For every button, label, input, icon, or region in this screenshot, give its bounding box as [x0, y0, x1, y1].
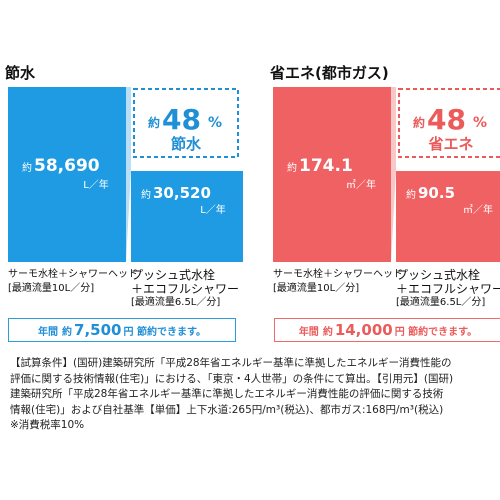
savings-percent-unit: % [473, 115, 487, 131]
category-line: [最適流量6.5L／分] [131, 297, 221, 308]
bar-label-approx: 約 [406, 188, 416, 201]
bar-push [131, 170, 243, 262]
bar-label-value: 30,520 [153, 184, 211, 202]
bar-label-value: 58,690 [34, 156, 100, 176]
gas-yearly-savings-box: 年間 約 14,000 円 節約できます。 [274, 318, 500, 342]
category-line: サーモ水栓＋シャワーヘッド [8, 269, 138, 280]
savings-wedge [391, 87, 396, 262]
category-label-conventional: サーモ水栓＋シャワーヘッド [最適流量10L／分] [8, 268, 138, 296]
summary-amount: 14,000 [334, 321, 393, 339]
savings-percent-unit: % [208, 115, 222, 131]
category-line: [最適流量6.5L／分] [396, 297, 486, 308]
savings-text: 節水 [171, 135, 202, 153]
panel-title: 省エネ(都市ガス) [270, 64, 389, 82]
category-line: プッシュ式水栓 [396, 268, 481, 282]
summary-suffix: 円 節約できます。 [123, 326, 206, 338]
category-line: ＋エコフルシャワー [396, 282, 500, 296]
bar-label-unit: L／年 [83, 178, 109, 191]
bar-label-unit: ㎥／年 [463, 203, 493, 216]
bar-label-unit: ㎥／年 [346, 178, 376, 191]
category-label-conventional: サーモ水栓＋シャワーヘッド [最適流量10L／分] [273, 268, 403, 296]
summary-amount: 7,500 [74, 321, 122, 339]
bar-conventional [273, 87, 391, 262]
bar-label-value: 90.5 [418, 184, 455, 202]
gas-chart: 約 174.1㎥／年約 90.5㎥／年約 48 %省エネ [273, 87, 500, 262]
category-label-push: プッシュ式水栓 ＋エコフルシャワー [最適流量6.5L／分] [131, 268, 239, 310]
note-line: 評価に関する技術情報(住宅)」における、「東京・4人世帯」の条件にて算出。【引用… [10, 372, 454, 385]
savings-percent-value: 48 [427, 103, 466, 136]
summary-suffix: 円 節約できます。 [394, 326, 478, 338]
calculation-notes: 【試算条件】(国研)建築研究所「平成28年省エネルギー基準に準拠したエネルギー消… [10, 356, 492, 434]
summary-prefix: 年間 [38, 326, 59, 338]
category-line: ＋エコフルシャワー [131, 282, 240, 296]
category-line: サーモ水栓＋シャワーヘッド [273, 269, 403, 280]
category-label-push: プッシュ式水栓 ＋エコフルシャワー [最適流量6.5L／分] [396, 268, 500, 310]
savings-callout-box [133, 88, 239, 158]
category-line: プッシュ式水栓 [131, 268, 216, 282]
savings-wedge [126, 87, 131, 262]
category-line: [最適流量10L／分] [8, 283, 95, 294]
savings-callout-box [398, 88, 500, 158]
bar-label-approx: 約 [287, 161, 297, 174]
bar-label-value: 174.1 [299, 156, 353, 176]
savings-text: 省エネ [427, 135, 473, 153]
bar-push [396, 171, 500, 262]
water-yearly-savings-box: 年間 約 7,500 円 節約できます。 [8, 318, 236, 342]
summary-prefix: 年間 [298, 326, 319, 338]
note-line: 【試算条件】(国研)建築研究所「平成28年省エネルギー基準に準拠したエネルギー消… [10, 357, 452, 369]
savings-approx: 約 [148, 115, 160, 130]
summary-approx: 約 [62, 326, 73, 338]
note-line: 建築研究所「平成28年省エネルギー基準に準拠したエネルギー消費性能の評価に関する… [10, 388, 444, 400]
savings-approx: 約 [413, 115, 425, 130]
category-line: [最適流量10L／分] [273, 283, 360, 294]
bar-label-approx: 約 [22, 161, 32, 174]
panel-title: 節水 [5, 64, 36, 82]
gas-saving-panel: 省エネ(都市ガス) 約 174.1 ㎥／年約 90.5 ㎥／年約 48% 省エネ サーモ水栓… [270, 0, 500, 345]
bar-label-approx: 約 [141, 188, 151, 201]
bar-conventional [8, 87, 126, 262]
bar-label-unit: L／年 [200, 203, 226, 216]
summary-approx: 約 [322, 326, 333, 338]
water-saving-panel: 節水 約 58,690 L／年約 30,520 L／年約 48% 節水 サーモ水栓＋シャワー… [5, 0, 245, 345]
savings-percent-value: 48 [162, 103, 201, 136]
note-line: 情報(住宅)」および自社基準【単価】上下水道:265円/m³(税込)、都市ガス:… [10, 403, 444, 416]
note-line: ※消費税率10% [10, 419, 85, 431]
